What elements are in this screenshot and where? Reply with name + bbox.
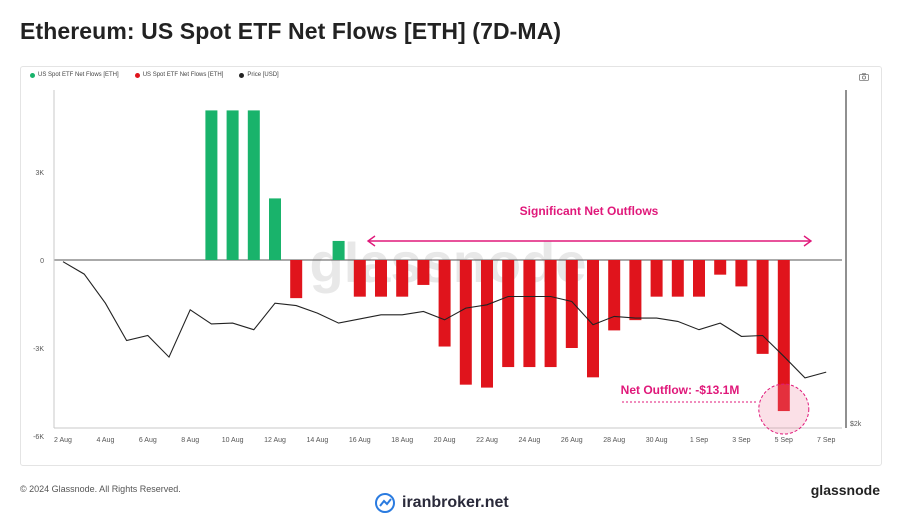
iranbroker-logo-icon bbox=[375, 493, 395, 513]
significant-outflows-label: Significant Net Outflows bbox=[520, 204, 659, 218]
flow-bar bbox=[693, 260, 705, 297]
camera-icon-glyph bbox=[859, 73, 869, 81]
camera-icon[interactable] bbox=[859, 73, 869, 84]
y-tick-label: 3K bbox=[35, 170, 44, 177]
flow-bar bbox=[417, 260, 430, 285]
x-tick-label: 18 Aug bbox=[391, 437, 413, 444]
flow-bar bbox=[396, 260, 409, 297]
glassnode-logo: glassnode bbox=[810, 482, 880, 498]
y-tick-label: -3K bbox=[33, 346, 44, 353]
iranbroker-watermark: iranbroker.net bbox=[374, 492, 509, 514]
flow-bar bbox=[502, 260, 515, 368]
x-tick-label: 5 Sep bbox=[775, 437, 793, 444]
legend-dot-black bbox=[239, 72, 245, 78]
legend-label: US Spot ETF Net Flows [ETH] bbox=[38, 72, 119, 78]
y-tick-label: -6K bbox=[33, 434, 44, 441]
flow-bar bbox=[650, 260, 663, 297]
x-tick-label: 7 Sep bbox=[817, 437, 835, 444]
x-tick-label: 3 Sep bbox=[732, 437, 750, 444]
flow-bar bbox=[481, 260, 493, 388]
x-tick-label: 2 Aug bbox=[54, 437, 72, 444]
x-tick-label: 12 Aug bbox=[264, 437, 286, 444]
legend-item-inflows[interactable]: US Spot ETF Net Flows [ETH] bbox=[30, 72, 119, 78]
flow-bar bbox=[629, 260, 642, 321]
x-tick-label: 8 Aug bbox=[181, 437, 199, 444]
copyright-text: © 2024 Glassnode. All Rights Reserved. bbox=[20, 484, 181, 494]
arrowhead-right bbox=[803, 235, 813, 247]
flow-bar bbox=[756, 260, 769, 354]
x-tick-label: 6 Aug bbox=[139, 437, 157, 444]
y-tick-label: 0 bbox=[40, 258, 44, 265]
x-tick-label: 4 Aug bbox=[96, 437, 114, 444]
flow-bar bbox=[714, 260, 727, 275]
page-title: Ethereum: US Spot ETF Net Flows [ETH] (7… bbox=[20, 18, 562, 44]
flow-bar bbox=[205, 110, 218, 261]
flow-bar bbox=[438, 260, 451, 347]
x-tick-label: 16 Aug bbox=[349, 437, 371, 444]
flow-bar bbox=[671, 260, 684, 297]
flow-bar bbox=[290, 260, 303, 299]
chart-legend: US Spot ETF Net Flows [ETH] US Spot ETF … bbox=[30, 72, 279, 78]
flow-bar bbox=[459, 260, 472, 385]
flow-bar bbox=[544, 260, 557, 368]
x-tick-label: 26 Aug bbox=[561, 437, 583, 444]
flow-bar bbox=[332, 240, 345, 260]
flow-bar bbox=[523, 260, 536, 368]
legend-item-price[interactable]: Price [USD] bbox=[239, 72, 279, 78]
net-outflow-label: Net Outflow: -$13.1M bbox=[621, 383, 740, 397]
y2-tick-label: $2k bbox=[850, 421, 862, 428]
x-tick-label: 14 Aug bbox=[306, 437, 328, 444]
flow-bar bbox=[608, 260, 621, 331]
x-tick-label: 10 Aug bbox=[222, 437, 244, 444]
flow-bar bbox=[565, 260, 578, 348]
flow-bar bbox=[269, 198, 281, 260]
net-outflow-highlight bbox=[758, 383, 810, 435]
legend-dot-green bbox=[30, 72, 35, 78]
x-tick-label: 30 Aug bbox=[646, 437, 668, 444]
x-tick-label: 22 Aug bbox=[476, 437, 498, 444]
x-tick-label: 24 Aug bbox=[518, 437, 540, 444]
flow-bar bbox=[777, 260, 790, 412]
flow-bar bbox=[587, 260, 599, 378]
flow-bar bbox=[735, 260, 748, 287]
arrowhead-left bbox=[366, 235, 376, 247]
legend-label: US Spot ETF Net Flows [ETH] bbox=[142, 72, 224, 78]
legend-dot-red bbox=[134, 72, 140, 78]
x-tick-label: 1 Sep bbox=[690, 437, 708, 444]
flow-bar bbox=[375, 260, 387, 297]
price-line bbox=[62, 261, 827, 379]
legend-item-outflows[interactable]: US Spot ETF Net Flows [ETH] bbox=[134, 72, 224, 78]
flow-bar bbox=[353, 260, 366, 297]
x-tick-label: 20 Aug bbox=[434, 437, 456, 444]
flow-bar bbox=[247, 110, 260, 261]
x-tick-label: 28 Aug bbox=[603, 437, 625, 444]
flow-bar bbox=[226, 110, 239, 261]
iranbroker-text: iranbroker.net bbox=[402, 494, 509, 511]
legend-label: Price [USD] bbox=[247, 72, 279, 78]
